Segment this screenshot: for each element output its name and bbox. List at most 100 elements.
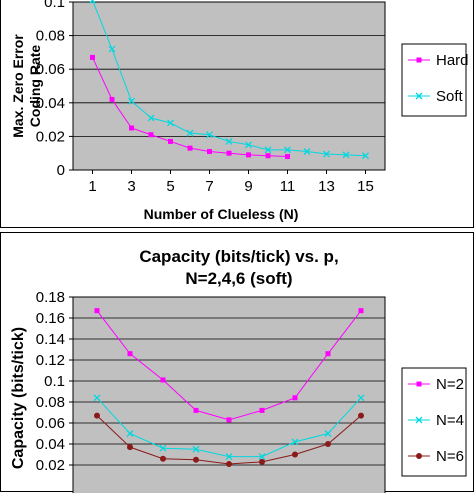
series-soft	[89, 0, 369, 160]
legend-marker	[416, 381, 422, 387]
data-point	[225, 137, 233, 145]
legend-label: Soft	[436, 88, 464, 105]
data-point	[129, 125, 134, 131]
data-point	[325, 351, 331, 357]
plot-border	[72, 1, 386, 171]
legend-box	[401, 43, 467, 117]
y-tick-label: 0.1	[44, 0, 65, 11]
legend-box	[401, 367, 467, 477]
data-point	[94, 308, 100, 314]
data-point	[226, 460, 232, 467]
data-point	[90, 54, 95, 60]
y-tick-label: 0.08	[36, 28, 65, 45]
y-tick-label: 0.08	[36, 394, 65, 411]
y-tick-label: 0.06	[36, 61, 65, 78]
data-point	[362, 152, 369, 160]
data-point	[342, 151, 350, 159]
legend-marker	[416, 453, 422, 459]
data-point	[193, 456, 199, 463]
data-point	[245, 141, 252, 149]
data-point	[325, 441, 331, 447]
capacity-chart: Capacity (bits/tick) vs. p, N=2,4,6 (soft…	[10, 247, 467, 493]
series-n-6	[94, 412, 364, 467]
chart-title: Capacity (bits/tick) vs. p,	[139, 247, 338, 266]
data-point	[186, 129, 194, 137]
y-tick-label: 0.04	[36, 436, 65, 453]
data-point	[285, 154, 290, 160]
x-tick-label: 1	[88, 178, 96, 195]
data-point	[324, 430, 332, 437]
data-point	[265, 153, 271, 159]
y-tick-label: 0.04	[36, 95, 65, 112]
data-point	[187, 145, 193, 151]
y-tick-label: 0.14	[36, 331, 65, 348]
data-point	[159, 444, 167, 452]
chart-panel-capacity: Capacity (bits/tick) vs. p, N=2,4,6 (soft…	[0, 232, 474, 493]
x-axis-title: Number of Clueless (N)	[144, 206, 299, 222]
data-point	[264, 146, 272, 154]
y-tick-label: 0.02	[36, 128, 65, 145]
data-point	[284, 146, 291, 154]
plot-border	[72, 296, 386, 493]
x-tick-label: 13	[318, 178, 335, 195]
chart-subtitle: N=2,4,6 (soft)	[185, 269, 292, 288]
series-hard	[90, 54, 290, 160]
y-axis-title: Capacity (bits/tick)	[10, 327, 27, 469]
y-tick-label: 0.12	[36, 352, 65, 369]
legend-label: N=4	[436, 412, 464, 429]
x-tick-label: 5	[166, 178, 174, 195]
data-point	[167, 119, 174, 127]
x-tick-label: 11	[280, 178, 296, 195]
chart-panel-coding-rate: 0 0.02 0.04 0.06 0.08 0.1 1 3 5 7 9 11 13 15 Number of…	[0, 0, 474, 228]
x-tick-label: 9	[244, 178, 252, 195]
x-tick-label: 15	[357, 178, 374, 195]
data-point	[358, 308, 364, 314]
series-n-4	[93, 394, 365, 461]
legend-label: N=2	[436, 376, 464, 393]
legend-marker	[415, 416, 423, 424]
y-tick-label: 0.1	[44, 373, 65, 390]
data-point	[192, 445, 200, 453]
data-point	[109, 96, 115, 102]
series-n-2	[94, 308, 364, 423]
data-point	[147, 114, 155, 122]
y-tick-label: 0.06	[36, 415, 65, 432]
data-point	[193, 407, 199, 413]
plot-area	[73, 297, 385, 493]
data-point	[148, 132, 154, 138]
data-point	[357, 394, 365, 402]
data-point	[160, 377, 166, 383]
legend-label: N=6	[436, 448, 464, 465]
data-point	[94, 412, 100, 419]
data-point	[128, 97, 135, 105]
data-point	[292, 451, 298, 458]
y-axis-title-line: Coding Rate	[27, 45, 43, 128]
legend-marker	[416, 57, 422, 63]
data-point	[168, 138, 173, 144]
legend-label: Hard	[436, 52, 469, 69]
data-point	[127, 351, 133, 357]
data-point	[323, 150, 330, 158]
y-tick-label: 0	[57, 162, 65, 179]
data-point	[303, 148, 311, 155]
y-axis-title: Max. Zero ErrorCoding Rate	[10, 34, 43, 138]
data-point	[126, 430, 134, 437]
data-point	[207, 149, 212, 155]
data-point	[246, 152, 251, 158]
x-tick-label: 7	[205, 178, 213, 195]
y-axis-title-line: Max. Zero Error	[10, 34, 26, 138]
data-point	[259, 458, 265, 465]
data-point	[93, 394, 101, 402]
data-point	[89, 0, 96, 4]
data-point	[258, 453, 266, 461]
data-point	[225, 453, 233, 461]
legend-marker	[415, 92, 423, 100]
data-point	[292, 395, 298, 401]
data-point	[291, 438, 299, 446]
data-point	[226, 150, 232, 156]
data-point	[358, 412, 364, 419]
plot-area	[73, 2, 385, 170]
data-point	[127, 444, 133, 451]
x-tick-label: 3	[127, 178, 135, 195]
